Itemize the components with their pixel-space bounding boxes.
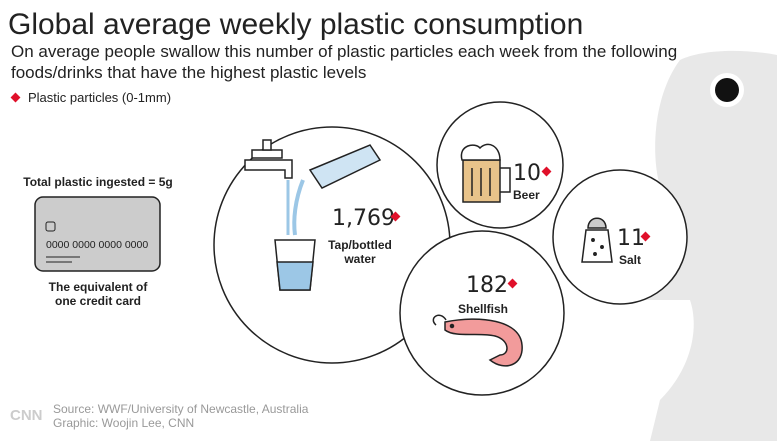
- beer-icon: [460, 143, 511, 203]
- item-value: 182: [466, 273, 508, 298]
- credit: Graphic: Woojin Lee, CNN: [53, 416, 194, 430]
- shrimp-icon: [432, 314, 523, 367]
- item-value: 1,769: [332, 206, 395, 231]
- value-marker: [640, 231, 651, 242]
- item-value: 11: [617, 226, 645, 251]
- card-caption: one credit card: [55, 294, 141, 308]
- shellfish-circle: [399, 230, 565, 396]
- item-label: Tap/bottled: [328, 238, 392, 252]
- source: Source: WWF/University of Newcastle, Aus…: [53, 402, 309, 416]
- item-label: Salt: [619, 253, 641, 267]
- head-silhouette: [640, 50, 777, 441]
- logo: CNN: [10, 407, 43, 424]
- value-marker: [507, 278, 518, 289]
- value-marker: [541, 166, 552, 177]
- salt-circle: [552, 169, 688, 305]
- card-chip: [45, 221, 56, 232]
- card-label: Total plastic ingested = 5g: [23, 175, 172, 189]
- legend-label: Plastic particles (0-1mm): [28, 90, 171, 105]
- water-icon: [244, 139, 382, 291]
- card-number: 0000 0000 0000 0000: [46, 239, 148, 251]
- subtitle-line: foods/drinks that have the highest plast…: [11, 63, 366, 82]
- credit-card: [34, 196, 161, 272]
- title: Global average weekly plastic consumptio…: [8, 8, 583, 41]
- eye: [715, 78, 739, 102]
- value-marker: [390, 211, 401, 222]
- card-caption: The equivalent of: [49, 280, 149, 294]
- salt-icon: [581, 217, 613, 263]
- item-label: Shellfish: [458, 302, 508, 316]
- legend-marker: [10, 92, 21, 103]
- subtitle-line: On average people swallow this number of…: [11, 42, 677, 61]
- item-label: water: [343, 252, 376, 266]
- item-value: 10: [513, 161, 541, 186]
- item-label: Beer: [513, 188, 540, 202]
